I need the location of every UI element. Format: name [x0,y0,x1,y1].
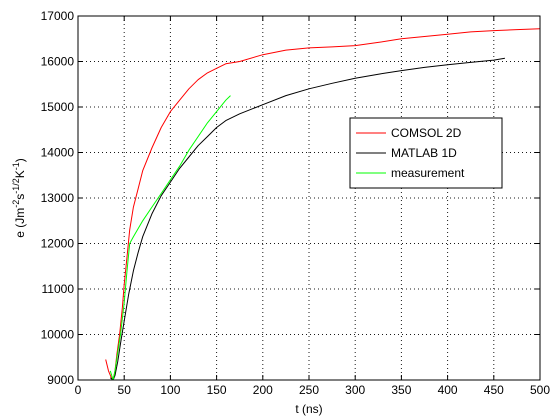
y-tick-label: 14000 [41,146,75,160]
series-lines [105,28,541,381]
y-tick-labels: 9000 10000 11000 12000 13000 14000 15000 16000 1… [41,9,75,387]
x-tick-label: 100 [160,383,180,397]
y-tick-label: 17000 [41,9,75,23]
x-axis-label: t (ns) [295,402,322,416]
y-tick-label: 15000 [41,100,75,114]
y-tick-label: 16000 [41,55,75,69]
series-line-comsol-2d [105,28,541,381]
y-axis-label-text: s [13,194,27,200]
y-axis-label-text: e (Jm [13,208,27,238]
legend-label: MATLAB 1D [391,146,457,160]
y-axis-label-superscript: -2 [11,200,21,208]
y-axis-label: e (Jm-2s-1/2K-1) [11,158,27,238]
x-tick-label: 0 [75,383,82,397]
x-tick-label: 300 [345,383,365,397]
x-tick-label: 400 [438,383,458,397]
x-tick-label: 50 [118,383,132,397]
y-axis-label-text: K [13,170,27,178]
y-tick-label: 12000 [41,237,75,251]
x-tick-label: 150 [207,383,227,397]
grid [78,16,540,380]
y-tick-label: 11000 [42,282,75,296]
x-tick-label: 200 [253,383,273,397]
y-axis-label-superscript: -1/2 [11,178,21,194]
y-axis-label-superscript: -1 [11,162,21,170]
plot-frame [77,15,541,381]
y-tick-label: 10000 [41,328,75,342]
x-tick-label: 250 [299,383,319,397]
x-tick-label: 500 [530,383,550,397]
y-tick-label: 9000 [47,373,74,387]
x-tick-label: 350 [391,383,411,397]
x-tick-labels: 0 50 100 150 200 250 300 350 400 450 500 [75,383,550,397]
y-tick-label: 13000 [41,191,75,205]
x-tick-label: 450 [484,383,504,397]
legend-label: COMSOL 2D [391,126,462,140]
series-line-measurement [109,95,231,381]
y-axis-label-text: ) [13,158,27,162]
series-line-matlab-1d [109,57,505,381]
legend: COMSOL 2D MATLAB 1D measurement [349,117,503,189]
legend-label: measurement [391,166,465,180]
